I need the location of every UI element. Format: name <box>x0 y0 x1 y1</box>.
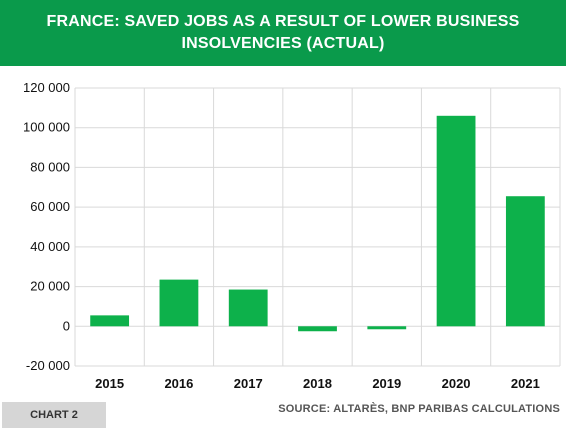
bar-2021 <box>505 196 545 327</box>
y-tick-label: 40 000 <box>30 239 70 254</box>
bar-2018 <box>298 326 337 332</box>
x-category-label: 2016 <box>164 376 193 391</box>
y-tick-label: 0 <box>63 318 70 333</box>
y-tick-label: 120 000 <box>23 80 70 95</box>
bar-2016 <box>159 279 199 327</box>
y-tick-label: 80 000 <box>30 159 70 174</box>
x-category-label: 2017 <box>234 376 263 391</box>
x-category-label: 2015 <box>95 376 124 391</box>
bar-chart: -20 000 0 20 000 40 000 60 000 80 000 100 000 1… <box>23 80 561 391</box>
y-tick-label: 60 000 <box>30 199 70 214</box>
y-axis-ticks: -20 000 0 20 000 40 000 60 000 80 000 100 000 1… <box>23 80 70 373</box>
y-tick-label: -20 000 <box>26 358 70 373</box>
x-category-label: 2021 <box>511 376 540 391</box>
bar-2020 <box>436 115 476 327</box>
source-note: SOURCE: ALTARÈS, BNP PARIBAS CALCULATION… <box>278 403 560 415</box>
chart-number-badge: CHART 2 <box>2 402 106 428</box>
y-tick-label: 20 000 <box>30 279 70 294</box>
x-category-label: 2019 <box>372 376 401 391</box>
bar-2019 <box>367 326 407 330</box>
y-tick-label: 100 000 <box>23 120 70 135</box>
chart-title: FRANCE: SAVED JOBS AS A RESULT OF LOWER … <box>46 13 520 52</box>
grid-layer <box>74 87 561 367</box>
x-axis-categories: 2015 2016 2017 2018 2019 2020 2021 <box>95 376 540 391</box>
bar-layer <box>90 115 545 332</box>
bar-2017 <box>228 289 268 327</box>
x-category-label: 2020 <box>442 376 471 391</box>
x-category-label: 2018 <box>303 376 332 391</box>
chart-header: FRANCE: SAVED JOBS AS A RESULT OF LOWER … <box>0 0 566 66</box>
bar-2015 <box>90 315 130 327</box>
